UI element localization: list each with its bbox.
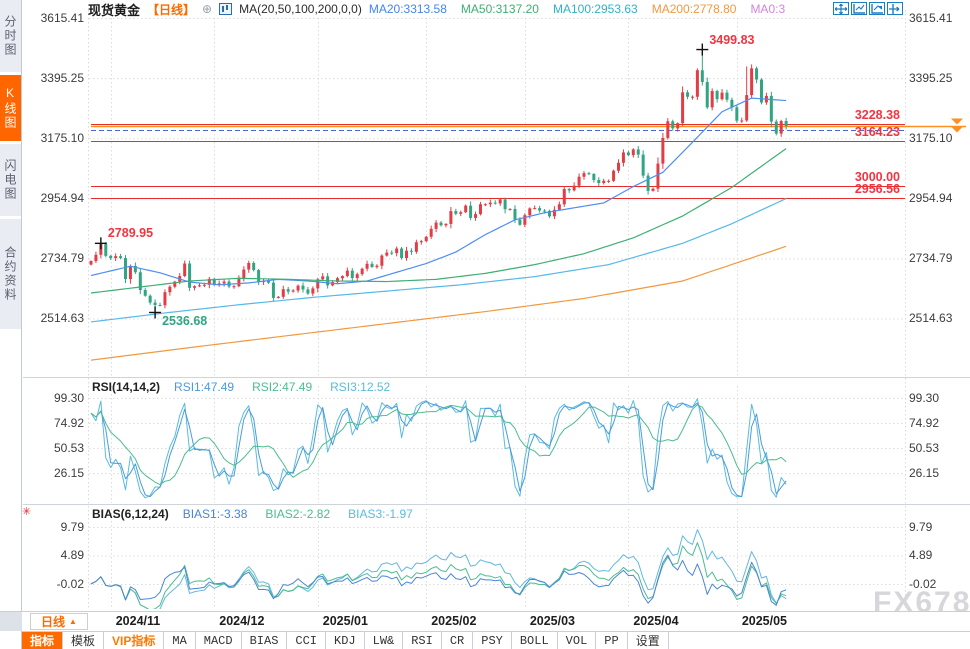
toolbar-button-BOLL[interactable]: BOLL xyxy=(512,632,558,649)
period-label[interactable]: 【日线】 xyxy=(147,2,196,17)
toolbar-button-PP[interactable]: PP xyxy=(596,632,628,649)
price-axis-label-left: 2514.63 xyxy=(40,311,84,326)
price-axis-label-left: 2734.79 xyxy=(40,251,84,266)
price-axis-label-left: 3615.41 xyxy=(40,11,84,25)
price-axis-label-right: 3615.41 xyxy=(909,11,953,25)
price-level-label: 3228.38 xyxy=(854,107,900,122)
toolbar-button-CR[interactable]: CR xyxy=(442,632,474,649)
bias-values: BIAS1:-3.38 BIAS2:-2.82 BIAS3:-1.97 xyxy=(183,507,417,521)
toolbar-button-设置[interactable]: 设置 xyxy=(628,632,669,649)
toolbar-button-模板[interactable]: 模板 xyxy=(63,632,105,649)
toolbar-button-MACD[interactable]: MACD xyxy=(196,632,242,649)
x-axis-month-label: 2025/04 xyxy=(633,614,679,628)
price-axis-label-right: 2734.79 xyxy=(909,251,953,266)
rsi-axis-label-left: 99.30 xyxy=(53,391,84,405)
toolbar-button-LW&[interactable]: LW& xyxy=(365,632,404,649)
rsi-value-3: RSI3:12.52 xyxy=(330,380,391,394)
window-toolbar-icons xyxy=(833,2,903,15)
sidebar-tab-1[interactable]: 分时图 xyxy=(0,0,21,72)
price-annotation: 3499.83 xyxy=(709,32,755,47)
rsi-value-1: RSI1:47.49 xyxy=(174,380,235,394)
ma-value-3: MA100:2953.63 xyxy=(552,2,638,16)
panel-collapse-icon[interactable] xyxy=(887,2,903,15)
bias-header: BIAS(6,12,24) BIAS1:-3.38 BIAS2:-2.82 BIAS… xyxy=(92,507,417,521)
rsi-axis-label-left: 50.53 xyxy=(53,441,84,455)
toolbar-button-CCI[interactable]: CCI xyxy=(287,632,327,649)
price-level-label: 3000.00 xyxy=(854,169,900,184)
price-annotation: 2536.68 xyxy=(162,314,208,329)
symbol-title: 现货黄金 xyxy=(88,2,141,18)
rsi-title: RSI(14,14,2) xyxy=(92,380,161,394)
bias-title: BIAS(6,12,24) xyxy=(92,507,169,521)
price-axis-label-left: 2954.94 xyxy=(40,191,84,206)
price-axis-label-right: 3395.25 xyxy=(909,71,953,86)
ma-value-1: MA20:3313.58 xyxy=(368,2,447,16)
bias-axis-label-left: 9.79 xyxy=(60,520,84,534)
sidebar-tab-2[interactable]: K线图 xyxy=(0,75,21,141)
ma-values: MA20:3313.58 MA50:3137.20 MA100:2953.63 MA2… xyxy=(369,2,789,16)
toolbar-button-VOL[interactable]: VOL xyxy=(558,632,597,649)
rsi-axis-label-right: 50.53 xyxy=(909,441,940,455)
toolbar-button-VIP指标[interactable]: VIP指标 xyxy=(104,632,165,649)
toolbar-button-KDJ[interactable]: KDJ xyxy=(326,632,365,649)
rsi-axis-label-left: 26.15 xyxy=(53,466,84,480)
date-row-corner xyxy=(0,611,22,631)
axes-chart-icon[interactable] xyxy=(851,2,867,15)
sidebar: 分时图 K线图闪电图合约资料 xyxy=(0,0,22,649)
ma-params-label: MA(20,50,100,200,0,0) xyxy=(239,2,362,16)
pane-settings-icon[interactable]: ✳ xyxy=(22,506,32,518)
period-selector-label: 日线 xyxy=(41,615,66,629)
ma-value-5: MA0:3 xyxy=(750,2,786,16)
add-indicator-icon[interactable]: ⊕ xyxy=(202,2,213,16)
x-axis-month-label: 2025/03 xyxy=(529,614,576,628)
bias-value-3: BIAS3:-1.97 xyxy=(348,507,413,521)
ma-value-4: MA200:2778.80 xyxy=(651,2,737,16)
bias-axis-label-right: -0.02 xyxy=(909,576,937,591)
rsi-values: RSI1:47.49 RSI2:47.49 RSI3:12.52 xyxy=(174,380,394,394)
date-axis-row xyxy=(22,611,970,631)
bias-axis-label-left: 4.89 xyxy=(60,548,84,563)
bias-axis-label-right: 4.89 xyxy=(909,548,933,563)
toolbar-button-指标[interactable]: 指标 xyxy=(22,632,64,649)
toolbar-button-PSY[interactable]: PSY xyxy=(473,632,512,649)
toolbar-button-RSI[interactable]: RSI xyxy=(403,632,442,649)
price-axis-label-right: 2514.63 xyxy=(909,311,953,326)
bias-value-2: BIAS2:-2.82 xyxy=(265,507,331,521)
rsi-axis-label-left: 74.92 xyxy=(53,415,84,430)
bias-value-1: BIAS1:-3.38 xyxy=(182,507,248,521)
toolbar-button-MA[interactable]: MA xyxy=(164,632,196,649)
x-axis-month-label: 2025/05 xyxy=(741,614,788,628)
bias-axis-label-left: -0.02 xyxy=(56,576,84,591)
period-selector[interactable]: 日线 ▲ xyxy=(30,613,88,630)
ma-chart-icon xyxy=(219,3,233,15)
price-axis-label-left: 3395.25 xyxy=(40,71,84,86)
crosshair-icon[interactable] xyxy=(833,2,849,15)
price-axis-label-left: 3175.10 xyxy=(40,131,84,146)
rsi-axis-label-right: 26.15 xyxy=(909,466,940,480)
x-axis-month-label: 2025/02 xyxy=(431,614,477,628)
ma-value-2: MA50:3137.20 xyxy=(460,2,539,16)
price-level-label: 3164.23 xyxy=(854,125,900,140)
bias-axis-label-right: 9.79 xyxy=(909,520,933,534)
toolbar-button-BIAS[interactable]: BIAS xyxy=(242,632,288,649)
rsi-header: RSI(14,14,2) RSI1:47.49 RSI2:47.49 RSI3:12… xyxy=(92,380,394,394)
rsi-axis-label-right: 99.30 xyxy=(909,391,940,405)
indicator-toolbar: 指标 模板 VIP指标 MA MACD BIAS CCI KDJ LW& RSI CR PSY BOLL… xyxy=(22,631,970,649)
rsi-value-2: RSI2:47.49 xyxy=(252,380,313,394)
x-axis-month-label: 2024/11 xyxy=(115,614,161,628)
chevron-up-icon: ▲ xyxy=(69,617,77,626)
price-axis-label-right: 2954.94 xyxy=(909,191,953,206)
price-axis-label-right: 3175.10 xyxy=(909,131,953,146)
x-axis-month-label: 2025/01 xyxy=(322,614,368,628)
price-annotation: 2789.95 xyxy=(107,226,154,241)
axes-arrow-icon[interactable] xyxy=(869,2,885,15)
sidebar-tab-4[interactable]: 合约资料 xyxy=(0,219,21,329)
x-axis-month-label: 2024/12 xyxy=(219,614,265,628)
sidebar-tab-3[interactable]: 闪电图 xyxy=(0,144,21,216)
price-level-label: 2956.56 xyxy=(854,181,900,196)
rsi-axis-label-right: 74.92 xyxy=(909,415,940,430)
chart-header: 现货黄金 【日线】 ⊕ MA(20,50,100,200,0,0) MA20:3… xyxy=(88,1,789,18)
